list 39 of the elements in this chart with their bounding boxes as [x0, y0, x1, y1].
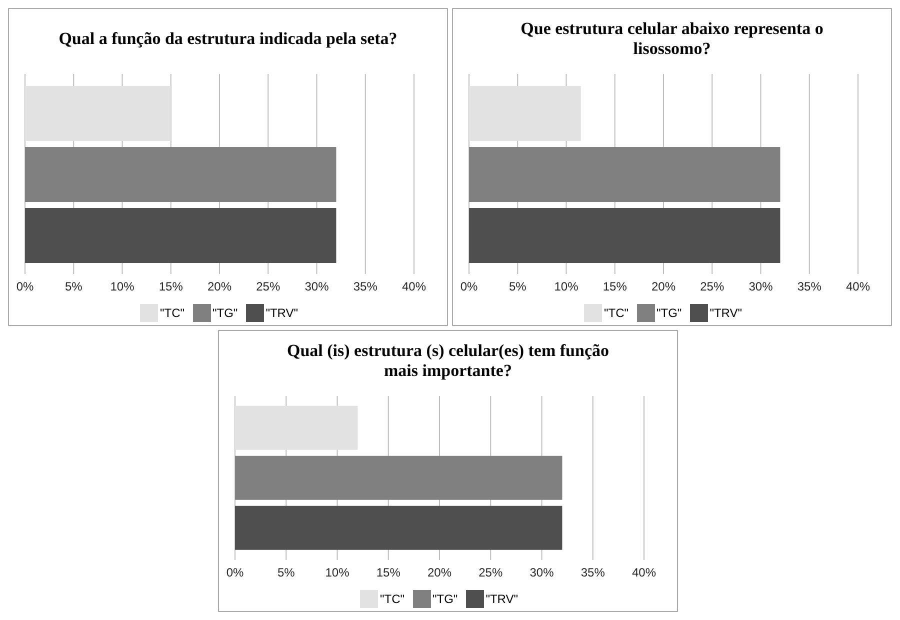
chart-title: Qual a função da estrutura indicada pela seta? — [58, 29, 398, 49]
x-tick-label: 30% — [304, 280, 330, 294]
legend-label: "TC" — [380, 592, 404, 606]
x-tick-label: 5% — [277, 566, 296, 580]
x-tick-label: 20% — [427, 566, 452, 580]
x-tick-label: 15% — [158, 280, 184, 294]
x-tick-label: 25% — [478, 566, 503, 580]
x-tick-label: 15% — [376, 566, 401, 580]
legend-label: "TC" — [160, 306, 184, 320]
legend-label: "TRV" — [266, 306, 298, 320]
x-tick-label: 30% — [530, 566, 554, 580]
x-tick-label: 40% — [402, 280, 426, 294]
x-tick-label: 25% — [256, 280, 280, 294]
x-tick-label: 0% — [460, 280, 478, 294]
legend-label: "TRV" — [710, 306, 742, 320]
legend-label: "TG" — [656, 306, 682, 320]
chart-title: Que estrutura celular abaixo representa o lisossomo? — [520, 19, 824, 59]
x-tick-label: 0% — [16, 280, 34, 294]
x-tick-label: 35% — [580, 566, 606, 580]
x-tick-label: 5% — [64, 280, 83, 294]
legend-label: "TRV" — [486, 592, 518, 606]
legend-label: "TG" — [212, 306, 238, 320]
x-tick-label: 40% — [846, 280, 870, 294]
x-tick-label: 25% — [700, 280, 724, 294]
x-tick-label: 20% — [207, 280, 232, 294]
chart-title: Qual (is) estrutura (s) celular(es) tem função mais importante? — [286, 341, 610, 381]
legend-label: "TC" — [604, 306, 628, 320]
x-tick-label: 20% — [651, 280, 676, 294]
x-tick-label: 30% — [748, 280, 774, 294]
x-tick-label: 40% — [632, 566, 656, 580]
x-tick-label: 0% — [226, 566, 244, 580]
x-tick-label: 10% — [110, 280, 135, 294]
x-tick-label: 5% — [508, 280, 527, 294]
legend-label: "TG" — [432, 592, 458, 606]
x-tick-label: 35% — [353, 280, 378, 294]
x-tick-label: 15% — [602, 280, 628, 294]
x-tick-label: 35% — [797, 280, 822, 294]
x-tick-label: 10% — [325, 566, 350, 580]
x-tick-label: 10% — [554, 280, 579, 294]
